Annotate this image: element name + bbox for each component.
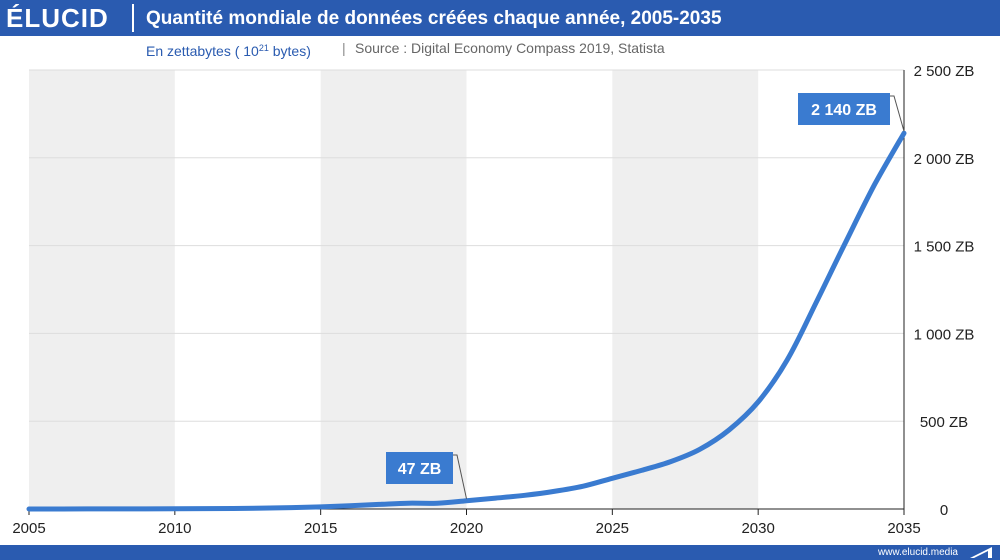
callout-label: 2 140 ZB <box>811 102 877 119</box>
y-tick-label: 0 <box>940 502 948 519</box>
y-tick-label: 500 ZB <box>920 414 968 431</box>
header-divider <box>132 4 134 32</box>
y-tick-label: 1 000 ZB <box>914 326 975 343</box>
footer-site-link[interactable]: www.elucid.media <box>877 547 958 558</box>
unit-prefix: En zettabytes ( 10 <box>146 43 259 59</box>
subtitle-separator: | <box>342 40 346 56</box>
callout-box <box>798 93 890 125</box>
unit-exponent: 21 <box>258 43 269 53</box>
callout-leader <box>890 95 905 132</box>
x-tick-label: 2015 <box>304 520 337 537</box>
subtitle-row: En zettabytes ( 1021 bytes) | Source : D… <box>0 37 1000 59</box>
callout-label: 47 ZB <box>398 461 442 478</box>
plot-band <box>320 70 467 509</box>
unit-suffix: bytes) <box>268 43 311 59</box>
x-tick-label: 2030 <box>741 520 774 537</box>
unit-label: En zettabytes ( 1021 bytes) <box>146 37 311 62</box>
y-tick-label: 1 500 ZB <box>914 239 975 256</box>
footer-bar: www.elucid.media <box>0 545 1000 560</box>
plot-band <box>612 70 759 509</box>
source-label: Source : Digital Economy Compass 2019, S… <box>355 40 665 56</box>
chart-title: Quantité mondiale de données créées chaq… <box>146 8 722 29</box>
callout-leader <box>453 454 467 499</box>
y-tick-label: 2 000 ZB <box>914 151 975 168</box>
plot-band <box>29 70 175 509</box>
header-bar: ÉLUCID Quantité mondiale de données créé… <box>0 0 1000 36</box>
x-tick-label: 2010 <box>158 520 191 537</box>
x-tick-label: 2035 <box>887 520 920 537</box>
x-tick-label: 2025 <box>596 520 629 537</box>
callout-box <box>386 452 453 484</box>
series-line <box>26 130 907 512</box>
x-tick-label: 2020 <box>450 520 483 537</box>
elucid-logo[interactable]: ÉLUCID <box>6 3 109 33</box>
x-tick-label: 2005 <box>12 520 45 537</box>
y-tick-label: 2 500 ZB <box>914 63 975 80</box>
elucid-mark-icon <box>970 547 992 558</box>
